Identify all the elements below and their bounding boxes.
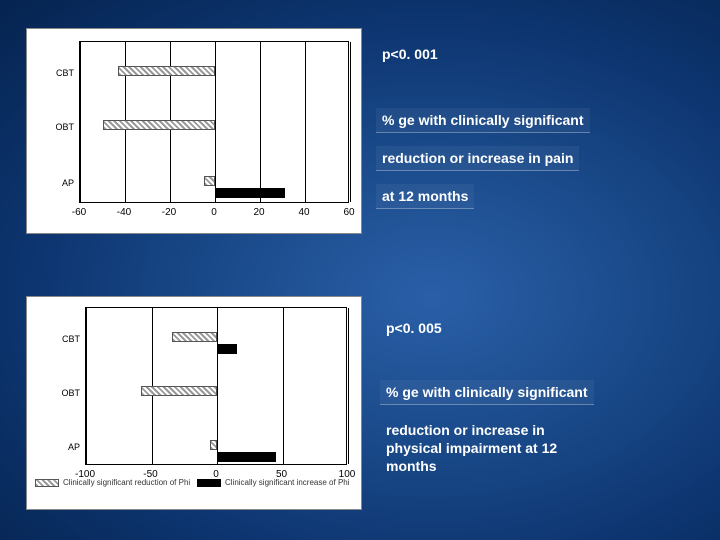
pain-desc-line1: % ge with clinically significant bbox=[376, 108, 590, 133]
impairment-desc-line1: % ge with clinically significant bbox=[380, 380, 594, 405]
category-label: AP bbox=[68, 442, 86, 452]
reduction-bar bbox=[141, 386, 217, 396]
gridline bbox=[260, 42, 261, 202]
xtick-label: 40 bbox=[298, 207, 309, 218]
legend-label: Clinically significant increase of Phi bbox=[225, 478, 350, 487]
increase-bar bbox=[217, 344, 237, 354]
legend-label: Clinically significant reduction of Phi bbox=[63, 478, 190, 487]
legend-swatch bbox=[35, 479, 59, 487]
gridline bbox=[217, 308, 218, 464]
xtick-label: -40 bbox=[117, 207, 131, 218]
pain-desc-line2: reduction or increase in pain bbox=[376, 146, 579, 171]
reduction-bar bbox=[210, 440, 217, 450]
reduction-bar bbox=[103, 120, 216, 130]
category-label: OBT bbox=[55, 122, 80, 132]
gridline bbox=[350, 42, 351, 202]
category-label: AP bbox=[62, 178, 80, 188]
impairment-chart-plot: CBTOBTAP bbox=[85, 307, 347, 465]
gridline bbox=[283, 308, 284, 464]
gridline bbox=[80, 42, 81, 202]
xtick-label: -20 bbox=[162, 207, 176, 218]
xtick-label: 20 bbox=[253, 207, 264, 218]
gridline bbox=[215, 42, 216, 202]
pain-chart-plot: CBTOBTAP bbox=[79, 41, 349, 203]
increase-bar bbox=[215, 188, 285, 198]
impairment-pvalue: p<0. 005 bbox=[380, 316, 448, 340]
gridline bbox=[86, 308, 87, 464]
xtick-label: 0 bbox=[211, 207, 217, 218]
category-label: OBT bbox=[61, 388, 86, 398]
impairment-desc-line2: reduction or increase in physical impair… bbox=[380, 418, 563, 479]
category-label: CBT bbox=[62, 334, 86, 344]
increase-bar bbox=[217, 452, 276, 462]
xtick-label: 60 bbox=[343, 207, 354, 218]
legend-swatch bbox=[197, 479, 221, 487]
gridline bbox=[305, 42, 306, 202]
xtick-label: -60 bbox=[72, 207, 86, 218]
reduction-bar bbox=[118, 66, 215, 76]
reduction-bar bbox=[172, 332, 217, 342]
category-label: CBT bbox=[56, 68, 80, 78]
pain-chart-panel: CBTOBTAP -60-40-200204060 bbox=[26, 28, 362, 234]
reduction-bar bbox=[204, 176, 215, 186]
pain-desc-line3: at 12 months bbox=[376, 184, 474, 209]
impairment-chart-panel: CBTOBTAP -100-50050100Clinically signifi… bbox=[26, 296, 362, 510]
pain-pvalue: p<0. 001 bbox=[376, 42, 444, 66]
gridline bbox=[348, 308, 349, 464]
